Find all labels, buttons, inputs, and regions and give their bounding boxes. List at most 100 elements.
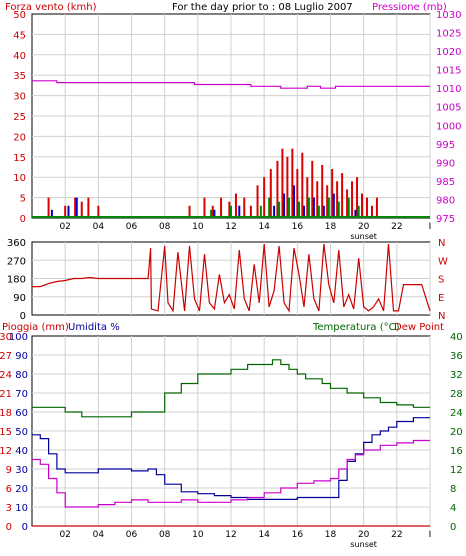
pressure-tick-label: 1005 — [436, 103, 461, 114]
wind-speed-tick-label: 25 — [13, 112, 26, 123]
temperature-tick-label: 28 — [450, 389, 463, 400]
x-tick-label: 08 — [159, 222, 171, 232]
wind-speed-tick-label: 30 — [13, 92, 26, 103]
wind-speed-tick-label: 45 — [13, 30, 26, 41]
rain-tick-label: 3 — [6, 503, 12, 514]
x-tick-label: 10 — [192, 530, 204, 540]
x-tick-label: 12 — [225, 530, 236, 540]
temperature-tick-label: 16 — [450, 446, 463, 457]
wind-speed-tick-label: 10 — [13, 173, 26, 184]
compass-tick-label: W — [438, 256, 448, 267]
wind-speed-tick-label: 5 — [20, 194, 26, 205]
x-tick-label: 08 — [159, 530, 171, 540]
temperature-tick-label: 12 — [450, 465, 463, 476]
temperature-axis-title: Temperatura (°C) — [312, 322, 400, 333]
direction-degree-tick-label: 0 — [20, 311, 26, 322]
humidity-tick-label: 40 — [15, 446, 28, 457]
humidity-tick-label: 30 — [15, 465, 28, 476]
wind-speed-tick-label: 40 — [13, 51, 26, 62]
x-tick-label: 16 — [292, 222, 304, 232]
x-tick-label: I — [429, 222, 432, 232]
x-tick-label: 18 — [325, 530, 337, 540]
rain-tick-label: 12 — [0, 446, 12, 457]
rain-tick-label: 9 — [6, 465, 12, 476]
pressure-tick-label: 1030 — [436, 10, 461, 21]
pressure-tick-label: 990 — [436, 158, 455, 169]
pressure-tick-label: 980 — [436, 195, 455, 206]
direction-degree-tick-label: 180 — [7, 275, 26, 286]
temperature-tick-label: 32 — [450, 370, 463, 381]
wind-speed-tick-label: 50 — [13, 10, 26, 21]
rain-tick-label: 27 — [0, 351, 12, 362]
direction-degree-tick-label: 270 — [7, 256, 26, 267]
pressure-tick-label: 1010 — [436, 84, 461, 95]
compass-tick-label: N — [438, 311, 445, 322]
temperature-tick-label: 40 — [450, 332, 463, 343]
pressure-axis-title: Pressione (mb) — [372, 2, 447, 13]
pressure-tick-label: 1000 — [436, 121, 461, 132]
direction-degree-tick-label: 360 — [7, 238, 26, 249]
wind-speed-tick-label: 35 — [13, 71, 26, 82]
compass-tick-label: N — [438, 238, 445, 249]
compass-tick-label: E — [438, 293, 444, 304]
rain-humidity-temperature-panel: Pioggia (mm) Umidita % Temperatura (°C) … — [0, 322, 463, 549]
x-tick-label: 14 — [258, 222, 270, 232]
rain-axis-title: Pioggia (mm) — [2, 322, 69, 333]
x-tick-label: 06 — [126, 222, 138, 232]
x-tick-label: 20 — [358, 530, 370, 540]
wind-direction-line — [32, 243, 431, 313]
humidity-tick-label: 70 — [15, 389, 28, 400]
chart-title: For the day prior to : 08 Luglio 2007 — [172, 2, 353, 13]
x-tick-label: 18 — [325, 222, 337, 232]
pressure-tick-label: 1020 — [436, 47, 461, 58]
x-tick-label: 02 — [59, 530, 70, 540]
wind-speed-axis-title: Forza vento (kmh) — [5, 2, 97, 13]
humidity-tick-label: 20 — [15, 484, 28, 495]
wind-speed-tick-label: 0 — [20, 214, 26, 225]
humidity-tick-label: 80 — [15, 370, 28, 381]
humidity-axis-title: Umidita % — [68, 322, 120, 333]
pressure-tick-label: 995 — [436, 140, 455, 151]
humidity-tick-label: 10 — [15, 503, 28, 514]
rain-tick-label: 15 — [0, 427, 12, 438]
rain-tick-label: 6 — [6, 484, 12, 495]
wind-speed-tick-label: 15 — [13, 153, 26, 164]
x-tick-label: 02 — [59, 222, 70, 232]
x-tick-label: 10 — [192, 222, 204, 232]
rain-tick-label: 21 — [0, 389, 12, 400]
x-tick-label: I — [429, 530, 432, 540]
direction-degree-tick-label: 90 — [13, 293, 26, 304]
sunset-label: sunset — [350, 232, 377, 241]
pressure-line — [32, 80, 430, 89]
x-tick-label: 06 — [126, 530, 138, 540]
humidity-tick-label: 100 — [9, 332, 28, 343]
dewpoint-line — [32, 439, 430, 508]
temperature-tick-label: 4 — [450, 503, 456, 514]
wind-speed-tick-label: 20 — [13, 132, 26, 143]
rain-tick-label: 24 — [0, 370, 12, 381]
humidity-tick-label: 60 — [15, 408, 28, 419]
x-tick-label: 12 — [225, 222, 236, 232]
compass-tick-label: S — [438, 275, 444, 286]
pressure-tick-label: 1015 — [436, 66, 461, 77]
x-tick-label: 04 — [93, 222, 105, 232]
x-tick-label: 14 — [258, 530, 270, 540]
humidity-tick-label: 90 — [15, 351, 28, 362]
wind-pressure-panel: Forza vento (kmh) For the day prior to :… — [5, 2, 461, 241]
rain-tick-label: 18 — [0, 408, 12, 419]
temperature-tick-label: 20 — [450, 427, 463, 438]
pressure-tick-label: 985 — [436, 177, 455, 188]
temperature-line — [32, 359, 430, 418]
x-tick-label: 04 — [93, 530, 105, 540]
humidity-line — [32, 417, 430, 500]
sunset-label: sunset — [350, 540, 377, 549]
temperature-tick-label: 24 — [450, 408, 463, 419]
x-tick-label: 20 — [358, 222, 370, 232]
x-tick-label: 16 — [292, 530, 304, 540]
humidity-tick-label: 0 — [22, 522, 28, 533]
x-tick-label: 22 — [391, 222, 402, 232]
pressure-tick-label: 975 — [436, 214, 455, 225]
temperature-tick-label: 0 — [450, 522, 456, 533]
